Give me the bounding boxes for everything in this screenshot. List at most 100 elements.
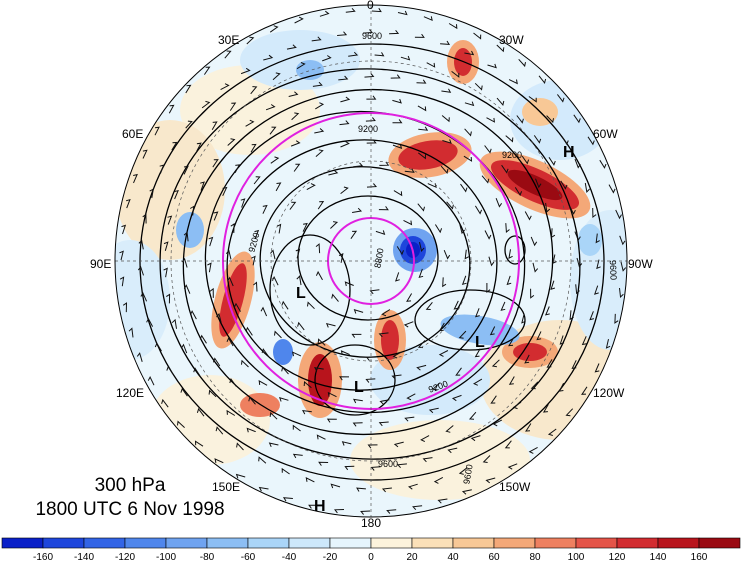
wind-barb (442, 139, 452, 144)
wind-barb (281, 300, 289, 310)
wind-barb (338, 75, 349, 81)
wind-barb (504, 440, 512, 449)
colorbar-tick-label: -40 (282, 552, 297, 561)
wind-barb (330, 221, 339, 229)
wind-barb (216, 312, 222, 323)
wind-barb (552, 254, 557, 265)
contour-label: 9600 (362, 31, 382, 41)
wind-barb (453, 300, 459, 310)
wind-barb (569, 205, 576, 215)
wind-barb (235, 473, 246, 479)
colorbar-box (698, 537, 741, 549)
wind-barb (136, 352, 143, 362)
wind-barb (327, 391, 337, 398)
low-center-label: L (475, 334, 485, 351)
wind-barb (317, 201, 325, 210)
wind-barb (440, 40, 451, 45)
wind-barb (441, 88, 452, 93)
wind-barb (464, 249, 469, 260)
wind-barb (224, 50, 232, 59)
wind-barb (516, 115, 524, 124)
wind-barb (314, 367, 324, 372)
wind-barb (340, 350, 350, 356)
wind-barb (352, 422, 363, 427)
wind-barb (177, 420, 185, 428)
lon-label-180: 180 (361, 516, 381, 530)
wind-barb (270, 249, 276, 260)
wind-barb (275, 182, 282, 192)
wind-barb (331, 293, 339, 302)
wind-barb (574, 231, 581, 242)
wind-barb (379, 399, 390, 405)
wind-barb (619, 287, 624, 299)
wind-barb (592, 207, 597, 218)
wind-barb (369, 289, 380, 295)
wind-barb (464, 128, 472, 137)
map-border (114, 4, 628, 518)
lon-label-0: 0 (367, 0, 374, 12)
wind-barb (474, 82, 483, 91)
wind-barb (518, 58, 526, 68)
wind-barb (587, 136, 595, 146)
wind-barb (528, 446, 538, 454)
wind-barb (301, 409, 312, 415)
wind-barb (392, 98, 402, 104)
wind-barb (334, 509, 345, 514)
wind-barb (458, 467, 468, 475)
wind-barb (366, 95, 377, 100)
wind-barb (507, 463, 518, 470)
wind-barb (485, 477, 496, 484)
wind-barb (596, 259, 601, 270)
wind-barb (392, 351, 402, 359)
wind-barb (379, 161, 390, 166)
wind-barb (356, 487, 366, 492)
wind-barb (581, 336, 587, 346)
wind-barb (171, 141, 178, 151)
wind-barb (433, 476, 444, 484)
wind-barb (508, 376, 515, 385)
wind-barb (292, 351, 302, 357)
wind-barb (545, 202, 551, 213)
wind-barb (574, 158, 581, 169)
wind-barb (269, 411, 278, 420)
wind-barb (276, 223, 282, 234)
wind-barb (196, 407, 205, 417)
colorbar-tick-label: -20 (323, 552, 338, 561)
wind-barb (353, 398, 363, 404)
wind-barb (428, 407, 439, 414)
wind-barb (122, 302, 128, 313)
wind-barb (226, 409, 236, 416)
wind-barb (437, 498, 448, 504)
wind-barb (246, 36, 255, 45)
wind-barb (447, 447, 458, 454)
wind-barb (496, 97, 505, 106)
colorbar-tick-label: 20 (406, 552, 418, 561)
wind-barb (448, 23, 458, 30)
wind-barb (137, 265, 144, 276)
wind-barb (530, 288, 535, 299)
wind-barb (209, 287, 214, 298)
wind-barb (565, 408, 574, 417)
wind-barb (403, 219, 413, 226)
wind-barb (391, 374, 402, 380)
wind-barb (455, 367, 462, 376)
wind-barb (418, 126, 429, 131)
wind-barb (505, 135, 514, 143)
low-center-label: L (354, 379, 364, 396)
wind-barb (168, 104, 175, 114)
wind-barb (268, 442, 279, 447)
wind-barb (337, 31, 348, 36)
contour-label: 9600 (608, 260, 619, 280)
wind-barb (614, 313, 619, 324)
wind-barb (279, 397, 289, 402)
wind-barb (258, 379, 268, 386)
wind-barb (339, 376, 350, 381)
wind-barb (253, 176, 261, 185)
wind-barb (408, 483, 418, 490)
wind-barb (211, 121, 218, 131)
wind-barb (142, 213, 147, 224)
wind-barb (234, 164, 241, 174)
wind-barb (486, 283, 491, 293)
wind-barb (312, 81, 323, 87)
wind-barb (290, 140, 301, 147)
